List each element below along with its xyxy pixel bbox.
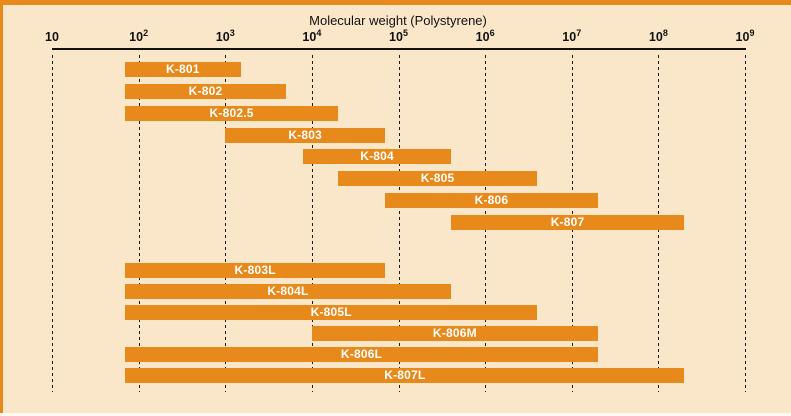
tick-exponent: 6	[489, 28, 495, 38]
range-bar-k-806l: K-806L	[125, 347, 598, 362]
gridline	[398, 55, 400, 392]
range-bar-k-804l: K-804L	[125, 284, 451, 299]
tick-exponent: 5	[402, 28, 408, 38]
tick-exponent: 7	[576, 28, 582, 38]
gridline	[138, 55, 140, 392]
range-bar-k-803: K-803	[225, 128, 386, 143]
tick-exponent: 9	[749, 28, 755, 38]
gridline	[225, 55, 227, 392]
range-bar-k-807: K-807	[450, 215, 685, 230]
bar-label: K-804	[360, 149, 394, 163]
bar-label: K-804L	[267, 284, 309, 298]
tick-exponent: 3	[229, 28, 235, 38]
range-bar-k-802: K-802	[125, 84, 286, 99]
left-accent-stripe	[0, 0, 3, 414]
range-bar-k-805: K-805	[337, 171, 538, 186]
x-axis-line	[52, 48, 746, 50]
bar-label: K-806	[474, 193, 509, 207]
bar-label: K-806M	[432, 326, 477, 340]
x-axis-tick-label: 103	[215, 28, 235, 44]
bar-label: K-807L	[384, 368, 426, 382]
range-bar-k-806m: K-806M	[311, 326, 598, 341]
range-bar-k-803l: K-803L	[125, 263, 386, 278]
bar-label: K-802	[188, 84, 223, 98]
bar-label: K-803	[288, 128, 322, 142]
bottom-edge	[0, 413, 791, 416]
range-bar-k-801: K-801	[125, 62, 241, 77]
range-bar-k-807l: K-807L	[125, 368, 685, 383]
bar-label: K-806L	[340, 347, 383, 361]
gridline	[311, 55, 313, 392]
range-bar-k-804: K-804	[303, 149, 451, 164]
x-axis-tick-label: 105	[389, 28, 408, 44]
x-axis-tick-label: 109	[735, 28, 755, 44]
range-bar-k-802-5: K-802.5	[125, 106, 338, 121]
tick-exponent: 4	[316, 28, 322, 38]
gridline	[745, 55, 746, 392]
bar-label: K-805	[420, 171, 455, 185]
x-axis-tick-label: 108	[648, 28, 668, 44]
tick-exponent: 2	[143, 28, 149, 38]
top-accent-stripe	[0, 0, 791, 5]
chart-title: Molecular weight (Polystyrene)	[309, 13, 487, 28]
range-bar-k-806: K-806	[385, 193, 598, 208]
x-axis-tick-label: 106	[475, 28, 495, 44]
bar-label: K-802.5	[209, 106, 254, 120]
x-axis-tick-label: 10	[45, 30, 59, 44]
bar-label: K-805L	[310, 305, 352, 319]
bar-label: K-807	[550, 215, 585, 229]
x-axis-tick-label: 107	[562, 28, 582, 44]
gridline	[52, 55, 53, 392]
x-axis-tick-label: 102	[129, 28, 149, 44]
x-axis-tick-label: 104	[302, 28, 322, 44]
bar-label: K-801	[166, 62, 200, 76]
tick-exponent: 8	[662, 28, 668, 38]
bar-label: K-803L	[234, 263, 276, 277]
range-bar-k-805l: K-805L	[125, 305, 538, 320]
